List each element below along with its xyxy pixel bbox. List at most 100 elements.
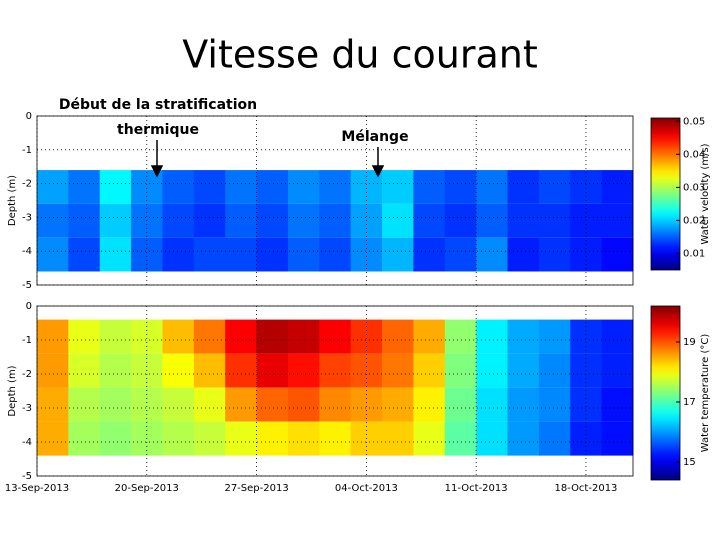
heat-cell bbox=[444, 353, 477, 388]
heat-cell bbox=[225, 421, 257, 456]
heat-cell bbox=[476, 353, 508, 388]
heat-cell bbox=[193, 421, 226, 456]
annotation: thermique bbox=[117, 122, 199, 138]
heat-cell bbox=[382, 353, 414, 388]
heat-cell bbox=[413, 203, 446, 238]
heat-cell bbox=[413, 353, 446, 388]
heat-cell bbox=[162, 421, 195, 456]
heat-cell bbox=[538, 237, 571, 272]
heat-cell bbox=[68, 170, 101, 204]
heat-cell bbox=[350, 319, 383, 354]
heat-cell bbox=[99, 170, 132, 204]
heat-cell bbox=[444, 421, 477, 456]
heat-cell bbox=[350, 237, 383, 272]
heat-cell bbox=[413, 387, 446, 422]
heat-cell bbox=[225, 387, 257, 422]
heat-cell bbox=[131, 387, 163, 422]
heat-cell bbox=[507, 353, 540, 388]
x-tick-label: 20-Sep-2013 bbox=[115, 483, 179, 494]
heat-cell bbox=[382, 203, 414, 238]
heat-cell bbox=[382, 319, 414, 354]
heat-cell bbox=[37, 387, 69, 422]
heat-cell bbox=[507, 421, 540, 456]
x-tick-label: 11-Oct-2013 bbox=[445, 483, 508, 494]
heat-cell bbox=[193, 387, 226, 422]
heat-cell bbox=[256, 170, 289, 204]
heat-cell bbox=[601, 421, 634, 456]
heat-cell bbox=[507, 319, 540, 354]
heat-cell bbox=[601, 237, 634, 272]
heat-cell bbox=[225, 170, 257, 204]
heat-cell bbox=[382, 170, 414, 204]
heat-cell bbox=[287, 170, 320, 204]
colorbar bbox=[650, 305, 681, 481]
y-tick-label: -5 bbox=[22, 280, 32, 291]
heat-cell bbox=[193, 203, 226, 238]
heat-cell bbox=[319, 319, 352, 354]
heat-cell bbox=[413, 237, 446, 272]
heat-cell bbox=[476, 319, 508, 354]
heat-cell bbox=[287, 203, 320, 238]
heat-cell bbox=[570, 237, 603, 272]
y-tick-label: -2 bbox=[22, 369, 32, 380]
heat-cell bbox=[287, 319, 320, 354]
heat-cell bbox=[476, 421, 508, 456]
colorbar-tick-label: 0.03 bbox=[683, 182, 705, 193]
annotation: Mélange bbox=[341, 129, 408, 145]
y-tick-label: -3 bbox=[22, 403, 32, 414]
heat-cell bbox=[601, 319, 634, 354]
y-tick-label: -3 bbox=[22, 212, 32, 223]
heat-cell bbox=[570, 387, 603, 422]
colorbar-tick-label: 0.04 bbox=[683, 149, 705, 160]
x-tick-label: 13-Sep-2013 bbox=[5, 483, 69, 494]
heat-cell bbox=[162, 203, 195, 238]
heat-cell bbox=[319, 387, 352, 422]
heat-cell bbox=[319, 421, 352, 456]
heat-cell bbox=[538, 170, 571, 204]
heat-cell bbox=[319, 353, 352, 388]
colorbar-tick-label: 0.02 bbox=[683, 215, 705, 226]
heat-cell bbox=[444, 237, 477, 272]
y-axis-label: Depth (m) bbox=[7, 365, 18, 416]
colorbar bbox=[650, 117, 681, 271]
y-tick-label: 0 bbox=[26, 111, 32, 122]
y-tick-label: -1 bbox=[22, 145, 32, 156]
heat-cell bbox=[99, 353, 132, 388]
heat-cell bbox=[382, 421, 414, 456]
heat-cell bbox=[538, 203, 571, 238]
plots: 0 -1 -2 -3 -4 -5 Depth (m) 0.05 0.04 0.03 0.02 0.01… bbox=[5, 111, 711, 494]
heat-cell bbox=[256, 237, 289, 272]
heat-cell bbox=[162, 237, 195, 272]
heat-cell bbox=[99, 203, 132, 238]
heat-cell bbox=[162, 319, 195, 354]
heat-cell bbox=[193, 170, 226, 204]
heat-cell bbox=[287, 387, 320, 422]
heat-cell bbox=[476, 387, 508, 422]
heat-cell bbox=[256, 387, 289, 422]
heat-cell bbox=[68, 421, 101, 456]
heat-cell bbox=[444, 203, 477, 238]
heat-cell bbox=[570, 170, 603, 204]
heat-cell bbox=[256, 319, 289, 354]
heat-cell bbox=[413, 319, 446, 354]
heat-cell bbox=[225, 237, 257, 272]
heat-cell bbox=[162, 170, 195, 204]
heat-cell bbox=[507, 203, 540, 238]
colorbar-label: Water temperature (°C) bbox=[700, 334, 711, 453]
heat-cell bbox=[193, 353, 226, 388]
annotation: Début de la stratification bbox=[59, 97, 257, 113]
colorbar-tick-label: 0.05 bbox=[683, 116, 705, 127]
heat-cell bbox=[162, 387, 195, 422]
heat-cell bbox=[37, 203, 69, 238]
x-tick-label: 04-Oct-2013 bbox=[335, 483, 398, 494]
colorbar-tick-label: 0.01 bbox=[683, 248, 705, 259]
y-tick-label: -4 bbox=[22, 246, 32, 257]
heat-cell bbox=[37, 170, 69, 204]
heat-cell bbox=[287, 237, 320, 272]
heat-cell bbox=[350, 387, 383, 422]
heat-cell bbox=[444, 319, 477, 354]
heat-cell bbox=[507, 237, 540, 272]
y-tick-label: 0 bbox=[26, 301, 32, 312]
heat-cell bbox=[37, 353, 69, 388]
heat-cell bbox=[193, 319, 226, 354]
